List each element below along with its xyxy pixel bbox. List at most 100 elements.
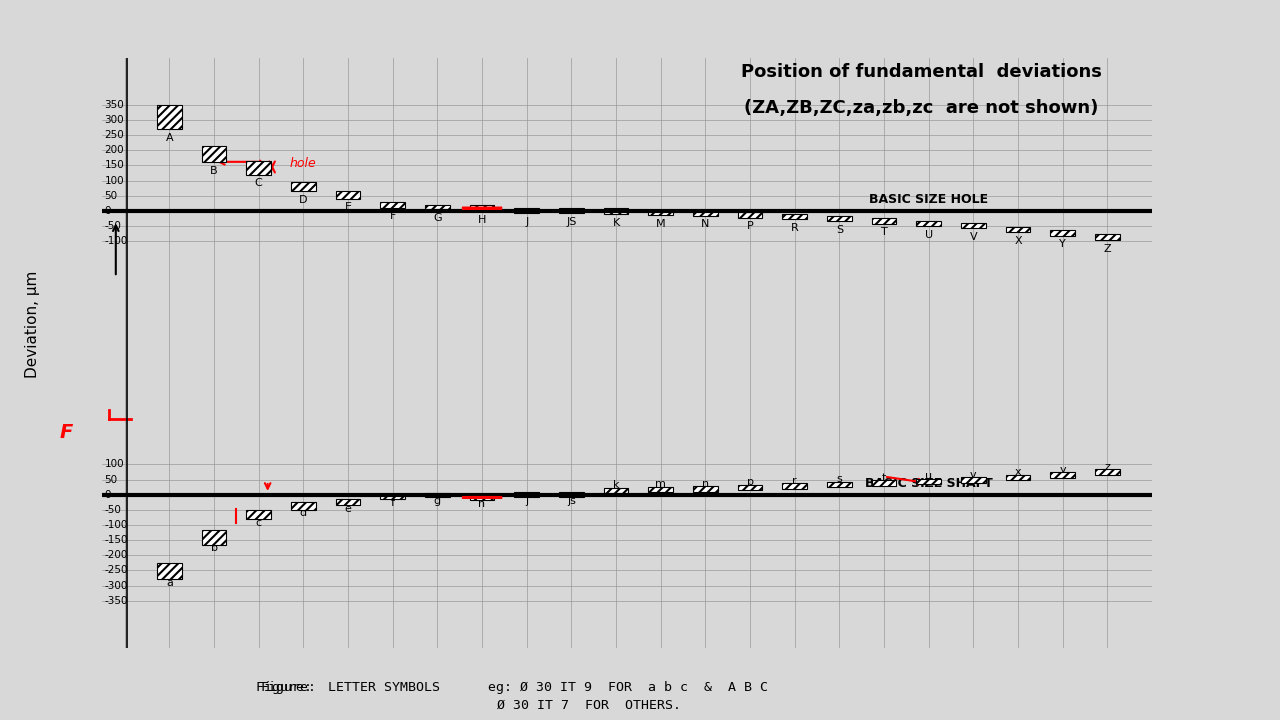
Bar [335,192,361,199]
Text: g: g [434,496,440,505]
Text: hole: hole [291,157,316,170]
Bar [291,503,316,510]
Text: Y: Y [1060,239,1066,249]
Bar [157,105,182,129]
Text: Position of fundamental  deviations: Position of fundamental deviations [741,63,1102,81]
Bar [425,204,449,210]
Text: F: F [389,212,396,222]
Bar [559,209,584,213]
Bar [1006,227,1030,232]
Text: J: J [525,217,529,227]
Text: 0: 0 [105,206,111,216]
Text: (ZA,ZB,ZC,za,zb,zc  are not shown): (ZA,ZB,ZC,za,zb,zc are not shown) [745,99,1098,117]
Text: 150: 150 [105,161,124,171]
Text: j: j [525,496,529,505]
Bar [1096,469,1120,474]
Text: C: C [255,178,262,188]
Bar [737,485,763,490]
Bar [515,208,539,213]
Text: p: p [746,477,754,487]
Bar [916,479,941,484]
Text: -50: -50 [105,505,122,515]
Text: E: E [344,202,352,212]
Bar [380,202,404,208]
Text: -50: -50 [105,221,122,231]
Text: t: t [882,473,886,483]
Text: Ø 30 IT 7  FOR  OTHERS.: Ø 30 IT 7 FOR OTHERS. [497,699,681,712]
Text: F: F [60,423,73,441]
Text: V: V [969,232,977,242]
Text: z: z [1105,462,1110,472]
Bar [916,220,941,226]
Text: D: D [300,195,307,204]
Text: n: n [701,479,709,489]
Text: X: X [1014,235,1021,246]
Text: -200: -200 [105,550,128,560]
Text: m: m [655,480,666,490]
Text: Figure:  LETTER SYMBOLS      eg: Ø 30 IT 9  FOR  a b c  &  A B C: Figure: LETTER SYMBOLS eg: Ø 30 IT 9 FOR… [256,681,768,694]
Text: y: y [1060,465,1066,475]
Text: b: b [210,544,218,553]
Text: c: c [256,518,262,528]
Text: e: e [344,504,352,514]
Bar [425,492,449,497]
Text: U: U [924,230,933,240]
Bar [1051,230,1075,235]
Bar [604,209,628,214]
Text: G: G [433,213,442,223]
Text: Z: Z [1103,243,1111,253]
Bar [1006,474,1030,480]
Text: T: T [881,228,887,237]
Text: f: f [390,498,394,508]
Text: js: js [567,496,576,505]
Text: Figure:: Figure: [260,681,316,694]
Text: -350: -350 [105,595,128,606]
Bar [202,529,227,544]
Text: B: B [210,166,218,176]
Text: 350: 350 [105,100,124,110]
Text: 250: 250 [105,130,124,140]
Text: x: x [1015,467,1021,477]
Bar [827,482,851,487]
Bar [782,214,806,220]
Text: R: R [791,223,799,233]
Bar [515,492,539,497]
Bar [202,145,227,163]
Text: -250: -250 [105,565,128,575]
Text: u: u [925,472,932,481]
Bar [1051,472,1075,478]
Text: N: N [701,220,709,230]
Bar [692,210,718,216]
Bar [872,480,896,485]
Text: s: s [836,474,842,485]
Text: d: d [300,508,307,518]
Text: A: A [165,132,173,143]
Bar [649,210,673,215]
Bar [961,477,986,482]
Text: v: v [970,469,977,480]
Bar [737,212,763,217]
Text: -100: -100 [105,520,128,530]
Text: BASIC SIZE SHAFT: BASIC SIZE SHAFT [865,477,992,490]
Bar [604,487,628,493]
Bar [470,495,494,500]
Text: a: a [166,578,173,588]
Bar [291,182,316,192]
Text: P: P [746,221,754,231]
Text: BASIC SIZE HOLE: BASIC SIZE HOLE [869,194,988,207]
Text: 100: 100 [105,459,124,469]
Text: M: M [655,219,666,229]
Bar [247,510,271,519]
Text: 0: 0 [105,490,111,500]
Bar [649,487,673,492]
Bar [470,205,494,211]
Text: 300: 300 [105,115,124,125]
Text: -150: -150 [105,535,128,545]
Bar [335,499,361,505]
Text: k: k [613,480,620,490]
Bar [872,218,896,224]
Text: K: K [612,217,620,228]
Text: r: r [792,476,797,486]
Bar [157,563,182,580]
Text: 200: 200 [105,145,124,156]
